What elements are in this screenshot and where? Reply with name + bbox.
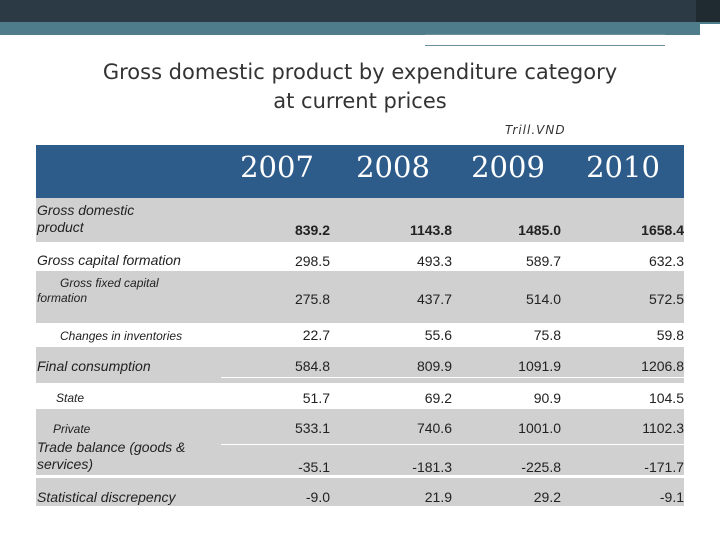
cell-inv-2008: 55.6 [424,327,452,343]
cell-trade-2009: -225.8 [521,459,561,475]
cell-gfcf-2009: 514.0 [525,291,561,307]
header-year-2007: 2007 [240,150,314,184]
row-bg-gdp [36,198,684,242]
row-label-gross-capital-formation: Gross capital formation [37,252,181,268]
top-banner-corner [696,0,720,22]
top-banner-bar [0,0,720,22]
row-bg-private-trade [36,409,684,475]
cell-gdp-2010: 1658.4 [641,222,684,238]
cell-disc-2009: 29.2 [533,489,561,505]
cell-gfcf-2008: 437.7 [416,291,452,307]
cell-fc-2008: 809.9 [416,358,452,374]
cell-gdp-2008: 1143.8 [409,222,452,238]
row-label-changes-in-inventories: Changes in inventories [60,329,183,343]
header-year-2009: 2009 [471,150,545,184]
row-separator [221,444,684,445]
header-year-2010: 2010 [586,150,660,184]
cell-state-2007: 51.7 [302,390,330,406]
cell-gcf-2008: 493.3 [416,253,452,269]
cell-inv-2009: 75.8 [533,327,561,343]
cell-private-2009: 1001.0 [518,420,561,436]
cell-gcf-2007: 298.5 [294,253,330,269]
cell-gfcf-2010: 572.5 [648,291,684,307]
title-line-2: at current prices [273,89,447,113]
cell-disc-2007: -9.0 [305,489,330,505]
cell-fc-2007: 584.8 [294,358,330,374]
cell-inv-2007: 22.7 [302,327,330,343]
row-separator [221,377,684,378]
accent-notch-corner [700,24,720,46]
cell-state-2009: 90.9 [533,390,561,406]
cell-inv-2010: 59.8 [656,327,684,343]
row-label-gross-fixed-capital-formation: Gross fixed capital formation [37,276,159,305]
cell-gfcf-2007: 275.8 [294,291,330,307]
row-label-state: State [56,391,85,405]
row-label-trade-balance: Trade balance (goods & services) [37,439,186,472]
cell-disc-2010: -9.1 [659,489,684,505]
unit-label: Trill.VND [505,123,566,137]
row-label-private: Private [53,422,91,436]
cell-fc-2009: 1091.9 [518,358,561,374]
cell-gcf-2009: 589.7 [525,253,561,269]
cell-gcf-2010: 632.3 [648,253,684,269]
cell-trade-2010: -171.7 [644,459,684,475]
accent-bar [0,22,720,35]
cell-fc-2010: 1206.8 [641,358,684,374]
cell-trade-2007: -35.1 [298,459,330,475]
row-bg-fixed-capital-values [36,271,684,323]
cell-state-2010: 104.5 [648,390,684,406]
cell-gdp-2007: 839.2 [294,222,330,238]
table-header [36,145,684,198]
cell-private-2007: 533.1 [294,420,330,436]
cell-state-2008: 69.2 [424,390,452,406]
cell-trade-2008: -181.3 [412,459,452,475]
title-line-1: Gross domestic product by expenditure ca… [102,60,618,84]
row-label-statistical-discrepency: Statistical discrepency [37,489,176,505]
cell-gdp-2009: 1485.0 [518,222,561,238]
row-bg-discrepancy [36,478,684,506]
cell-private-2008: 740.6 [416,420,452,436]
row-label-final-consumption: Final consumption [37,358,151,374]
cell-disc-2008: 21.9 [424,489,452,505]
cell-private-2010: 1102.3 [642,420,684,436]
slide-title: Gross domestic product by expenditure ca… [60,58,660,116]
row-label-gdp: Gross domestic product [37,202,135,235]
header-year-2008: 2008 [356,150,430,184]
accent-notch [425,34,665,46]
